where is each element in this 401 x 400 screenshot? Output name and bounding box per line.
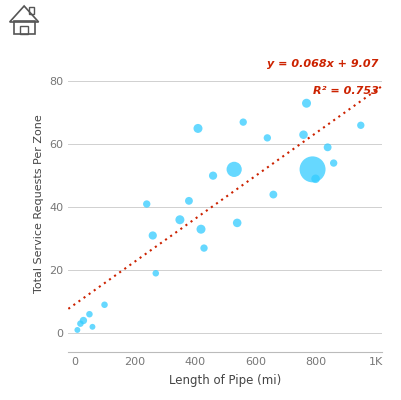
Text: R² = 0.753: R² = 0.753 bbox=[312, 86, 378, 96]
X-axis label: Length of Pipe (mi): Length of Pipe (mi) bbox=[168, 374, 281, 387]
Point bbox=[303, 100, 309, 106]
Point bbox=[80, 317, 87, 324]
Point bbox=[239, 119, 246, 125]
Point bbox=[89, 324, 95, 330]
Point bbox=[209, 172, 216, 179]
Point bbox=[86, 311, 93, 318]
Point bbox=[309, 166, 315, 172]
Point bbox=[324, 144, 330, 150]
Point bbox=[101, 302, 107, 308]
Point bbox=[176, 216, 183, 223]
Point bbox=[231, 166, 237, 172]
Point bbox=[143, 201, 150, 207]
Point bbox=[269, 191, 276, 198]
Point bbox=[74, 327, 80, 333]
Point bbox=[197, 226, 204, 232]
Y-axis label: Total Service Requests Per Zone: Total Service Requests Per Zone bbox=[34, 115, 44, 293]
Text: y = 0.068x + 9.07: y = 0.068x + 9.07 bbox=[267, 59, 378, 69]
Point bbox=[152, 270, 159, 276]
Point bbox=[357, 122, 363, 128]
Bar bbox=[29, 7, 34, 14]
Point bbox=[77, 320, 83, 327]
Point bbox=[263, 135, 270, 141]
Point bbox=[149, 232, 156, 239]
Point bbox=[300, 132, 306, 138]
Bar bbox=[14, 21, 34, 34]
Point bbox=[312, 176, 318, 182]
Point bbox=[233, 220, 240, 226]
Point bbox=[330, 160, 336, 166]
Bar bbox=[20, 26, 28, 34]
Point bbox=[185, 198, 192, 204]
Point bbox=[200, 245, 207, 251]
Point bbox=[194, 125, 201, 132]
